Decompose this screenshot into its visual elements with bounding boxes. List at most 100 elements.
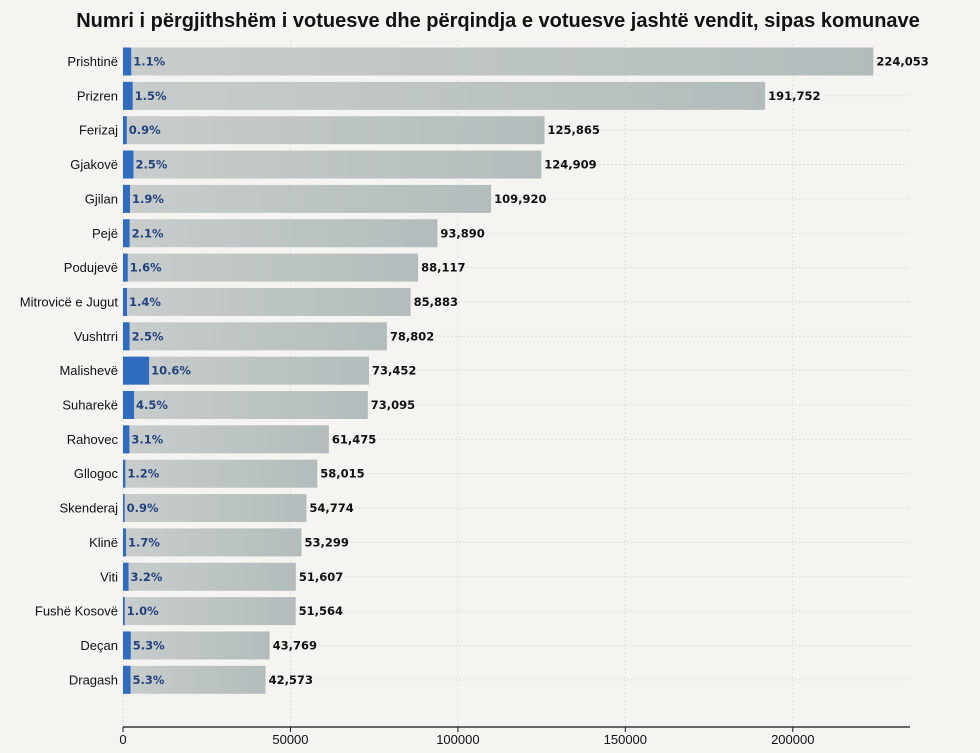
category-label: Fushë Kosovë [35,604,118,619]
percent-abroad-label: 5.3% [133,638,165,652]
total-value-label: 78,802 [390,329,434,343]
total-value-label: 93,890 [440,226,484,240]
total-value-label: 73,095 [371,398,415,412]
percent-abroad-label: 1.7% [128,535,160,549]
percent-abroad-label: 1.2% [127,467,159,481]
total-value-label: 51,564 [299,604,343,618]
percent-abroad-label: 1.6% [130,261,162,275]
category-label: Gjakovë [70,157,118,172]
abroad-voters-bar [123,150,134,179]
percent-abroad-label: 5.3% [133,673,165,687]
x-tick-label: 50000 [272,732,308,747]
percent-abroad-label: 1.4% [129,295,161,309]
percent-abroad-label: 3.1% [131,432,163,446]
total-voters-bar [123,253,419,282]
category-label: Viti [100,569,118,584]
percent-abroad-label: 10.6% [151,364,191,378]
total-voters-bar [123,150,542,179]
percent-abroad-label: 0.9% [127,501,159,515]
total-voters-bar [123,47,874,76]
total-voters-bar [123,184,492,213]
total-voters-bar [123,459,318,488]
abroad-voters-bar [123,184,130,213]
abroad-voters-bar [123,631,131,660]
category-label: Podujevë [64,260,118,275]
percent-abroad-label: 1.0% [127,604,159,618]
total-voters-bar [123,528,302,557]
category-label: Pejë [92,226,118,241]
total-voters-bar [123,597,296,626]
abroad-voters-bar [123,425,130,454]
bars: Prishtinë 224,053 1.1% Prizren 191,752 1.5% Fe… [20,47,929,694]
abroad-voters-bar [123,494,125,523]
total-value-label: 54,774 [309,501,353,515]
total-value-label: 42,573 [269,673,313,687]
abroad-voters-bar [123,116,127,145]
abroad-voters-bar [123,219,130,248]
category-label: Vushtrri [74,329,118,344]
total-voters-bar [123,425,329,454]
total-value-label: 88,117 [421,261,465,275]
abroad-voters-bar [123,287,128,316]
category-label: Dragash [69,672,118,687]
total-voters-bar [123,116,545,145]
abroad-voters-bar [123,253,128,282]
total-voters-bar [123,219,438,248]
total-value-label: 124,909 [544,158,596,172]
total-value-label: 85,883 [414,295,458,309]
total-value-label: 224,053 [876,55,928,69]
abroad-voters-bar [123,81,133,110]
total-voters-bar [123,356,369,385]
abroad-voters-bar [123,562,129,591]
total-voters-bar [123,494,307,523]
total-value-label: 73,452 [372,364,416,378]
total-value-label: 51,607 [299,570,343,584]
x-tick-label: 0 [119,732,126,747]
abroad-voters-bar [123,322,130,351]
percent-abroad-label: 1.5% [135,89,167,103]
category-label: Mitrovicë e Jugut [20,294,119,309]
category-label: Rahovec [67,432,119,447]
total-voters-bar [123,631,270,660]
x-tick-label: 200000 [771,732,814,747]
x-tick-label: 100000 [436,732,479,747]
category-label: Prizren [77,88,118,103]
percent-abroad-label: 2.5% [135,158,167,172]
category-label: Deçan [80,638,118,653]
percent-abroad-label: 0.9% [129,123,161,137]
total-voters-bar [123,322,387,351]
abroad-voters-bar [123,665,131,694]
total-voters-bar [123,391,368,419]
percent-abroad-label: 1.1% [133,55,165,69]
chart-title: Numri i përgjithshëm i votuesve dhe përq… [76,10,920,32]
category-label: Malishevë [59,363,118,378]
abroad-voters-bar [123,391,135,419]
total-value-label: 43,769 [273,638,317,652]
category-label: Skenderaj [59,501,118,516]
percent-abroad-label: 1.9% [132,192,164,206]
category-label: Suharekë [62,398,118,413]
percent-abroad-label: 2.5% [132,329,164,343]
percent-abroad-label: 2.1% [132,226,164,240]
percent-abroad-label: 3.2% [131,570,163,584]
x-tick-label: 150000 [604,732,647,747]
total-value-label: 58,015 [320,467,364,481]
category-label: Gjilan [85,191,118,206]
total-voters-bar [123,81,766,110]
abroad-voters-bar [123,528,127,557]
total-voters-bar [123,562,296,591]
total-value-label: 125,865 [548,123,600,137]
percent-abroad-label: 4.5% [136,398,168,412]
abroad-voters-bar [123,356,150,385]
category-label: Klinë [89,535,118,550]
total-value-label: 61,475 [332,432,376,446]
x-axis: 0 50000 100000 150000 200000 [119,726,910,747]
category-label: Prishtinë [67,54,118,69]
category-label: Ferizaj [79,123,118,138]
abroad-voters-bar [123,47,132,76]
total-value-label: 191,752 [768,89,820,103]
abroad-voters-bar [123,459,126,488]
total-voters-bar [123,287,411,316]
total-voters-bar [123,665,266,694]
